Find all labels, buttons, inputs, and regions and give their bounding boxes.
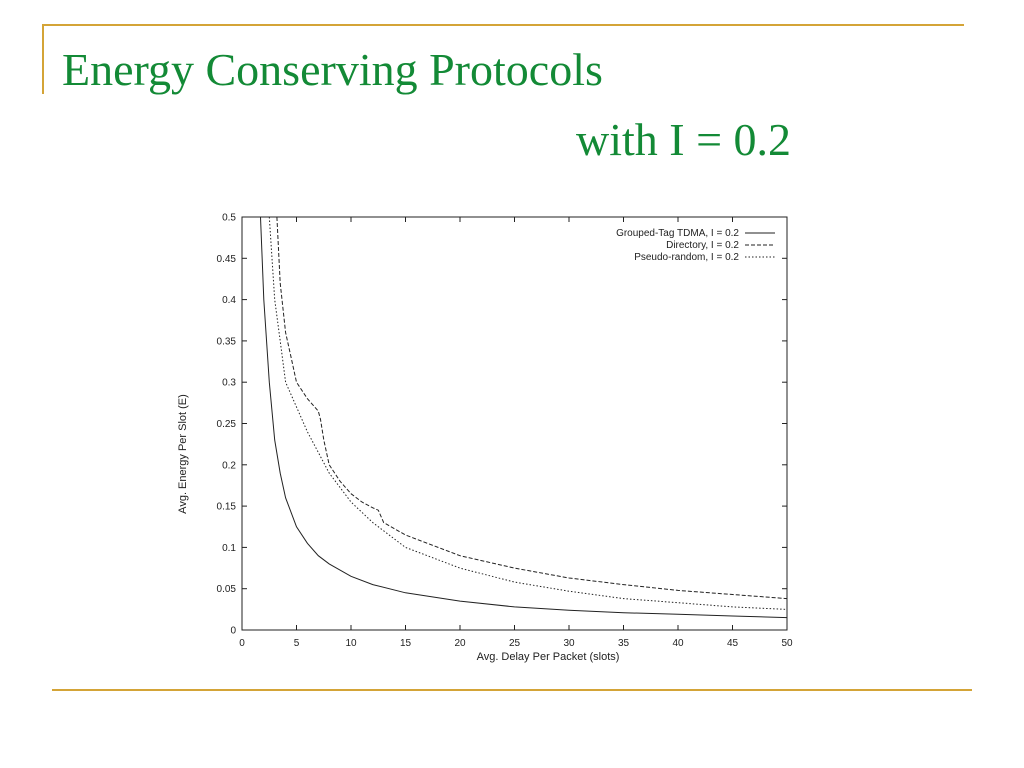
chart-series (260, 216, 788, 619)
series-line-2 (276, 216, 788, 600)
legend-label-1: Grouped-Tag TDMA, I = 0.2 (616, 228, 739, 239)
x-axis-label: Avg. Delay Per Packet (slots) (477, 651, 620, 663)
plot-frame (241, 216, 788, 631)
bottom-accent-rule (52, 689, 972, 691)
y-tick-label: 0.05 (217, 584, 237, 595)
y-tick-label: 0.2 (222, 460, 236, 471)
chart-axes (241, 216, 788, 631)
y-tick-label: 0.35 (217, 336, 237, 347)
top-accent-rule (42, 24, 964, 26)
x-tick-label: 50 (781, 638, 793, 649)
y-tick-label: 0 (230, 626, 236, 637)
legend-label-2: Directory, I = 0.2 (666, 240, 739, 251)
y-tick-label: 0.3 (222, 378, 236, 389)
x-tick-label: 0 (239, 638, 245, 649)
legend-label-3: Pseudo-random, I = 0.2 (634, 252, 739, 263)
y-tick-label: 0.4 (222, 295, 236, 306)
x-tick-label: 35 (618, 638, 630, 649)
slide-subtitle: with I = 0.2 (576, 114, 792, 165)
x-tick-label: 45 (727, 638, 739, 649)
chart-ticks: 0 5 10 15 20 25 30 35 40 45 50 0 0.05 0.1 0.15 0.2 0.25 0… (217, 213, 793, 650)
x-tick-label: 20 (454, 638, 466, 649)
x-tick-label: 30 (563, 638, 575, 649)
y-tick-label: 0.45 (217, 254, 237, 265)
y-tick-label: 0.15 (217, 502, 237, 513)
series-line-3 (268, 216, 788, 610)
x-tick-label: 25 (509, 638, 521, 649)
series-line-1 (260, 216, 788, 619)
x-tick-label: 40 (672, 638, 684, 649)
x-tick-label: 10 (345, 638, 357, 649)
y-tick-label: 0.5 (222, 213, 236, 224)
energy-delay-chart: 0 5 10 15 20 25 30 35 40 45 50 0 0.05 0.1 0.15 0.2 0.25 0… (177, 213, 793, 664)
y-axis-label: Avg. Energy Per Slot (E) (177, 394, 189, 514)
left-accent-rule (42, 24, 44, 94)
slide-title: Energy Conserving Protocols (62, 44, 603, 95)
x-tick-label: 15 (400, 638, 412, 649)
y-tick-label: 0.1 (222, 543, 236, 554)
y-tick-label: 0.25 (217, 419, 237, 430)
x-tick-label: 5 (294, 638, 300, 649)
